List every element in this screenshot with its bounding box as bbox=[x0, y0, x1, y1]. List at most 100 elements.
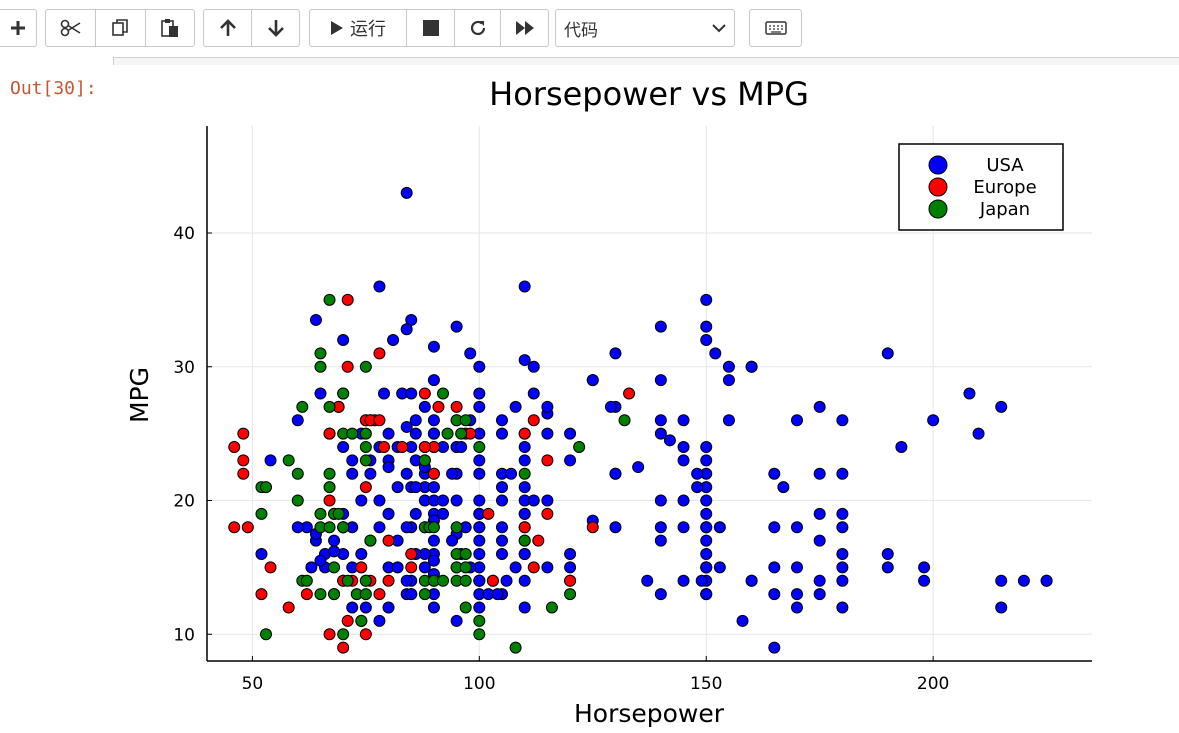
stop-button[interactable] bbox=[407, 10, 455, 46]
move-up-button[interactable] bbox=[204, 10, 252, 46]
europe-point bbox=[323, 494, 336, 507]
usa-point bbox=[491, 588, 504, 601]
usa-point bbox=[518, 481, 531, 494]
usa-point bbox=[609, 467, 622, 480]
japan-point bbox=[459, 548, 472, 560]
japan-point bbox=[355, 614, 368, 627]
usa-point bbox=[836, 414, 849, 427]
legend-box bbox=[898, 143, 1064, 231]
usa-point bbox=[446, 534, 459, 547]
usa-point bbox=[305, 561, 318, 574]
usa-point bbox=[895, 441, 908, 453]
usa-point bbox=[427, 534, 440, 547]
japan-point bbox=[473, 614, 486, 627]
europe-point bbox=[228, 521, 241, 534]
notebook-toolbar: 运行 代码 bbox=[0, 0, 1179, 60]
japan-point bbox=[441, 427, 454, 440]
japan-point bbox=[314, 507, 327, 520]
usa-point bbox=[654, 320, 667, 333]
usa-point bbox=[427, 554, 440, 567]
europe-point bbox=[323, 427, 336, 440]
europe-point bbox=[237, 467, 250, 480]
usa-point bbox=[813, 588, 826, 601]
usa-point bbox=[400, 186, 413, 199]
usa-point bbox=[663, 434, 676, 447]
usa-point bbox=[400, 323, 413, 336]
usa-point bbox=[355, 494, 368, 507]
usa-point bbox=[791, 561, 803, 574]
japan-point bbox=[473, 628, 486, 641]
europe-point bbox=[518, 521, 531, 534]
usa-point bbox=[473, 534, 486, 547]
japan-point bbox=[509, 641, 522, 654]
usa-point bbox=[473, 548, 486, 560]
paste-button[interactable] bbox=[146, 10, 194, 46]
europe-point bbox=[527, 414, 540, 427]
add-cell-button[interactable] bbox=[0, 10, 36, 46]
japan-point bbox=[359, 574, 372, 587]
stop-icon bbox=[422, 20, 439, 36]
usa-point bbox=[700, 334, 713, 346]
europe-point bbox=[382, 534, 395, 547]
usa-point bbox=[400, 521, 413, 534]
usa-point bbox=[791, 521, 803, 534]
usa-point bbox=[927, 414, 940, 427]
usa-point bbox=[677, 521, 690, 534]
usa-point bbox=[427, 374, 440, 387]
usa-point bbox=[972, 427, 985, 440]
restart-button[interactable] bbox=[455, 10, 501, 46]
japan-point bbox=[618, 414, 631, 427]
legend-label-europe: Europe bbox=[973, 177, 1036, 198]
usa-point bbox=[1040, 574, 1053, 587]
usa-point bbox=[500, 574, 513, 587]
y-tick-label: 30 bbox=[173, 358, 195, 378]
usa-point bbox=[346, 601, 359, 614]
europe-point bbox=[373, 414, 386, 427]
europe-point bbox=[405, 548, 418, 560]
usa-point bbox=[564, 427, 577, 440]
japan-point bbox=[323, 481, 336, 494]
axes: 50 100 150 200 10 20 30 40 bbox=[173, 126, 1092, 694]
move-down-button[interactable] bbox=[252, 10, 299, 46]
japan-point bbox=[323, 400, 336, 413]
run-group: 运行 bbox=[309, 9, 549, 47]
run-all-button[interactable] bbox=[501, 10, 548, 46]
cell-type-select[interactable]: 代码 bbox=[555, 9, 735, 47]
usa-point bbox=[373, 280, 386, 293]
usa-point bbox=[713, 521, 726, 534]
usa-point bbox=[518, 574, 531, 587]
usa-point bbox=[427, 414, 440, 427]
europe-point bbox=[486, 574, 499, 587]
usa-point bbox=[437, 507, 449, 520]
copy-button[interactable] bbox=[96, 10, 146, 46]
japan-point bbox=[573, 441, 586, 453]
cut-button[interactable] bbox=[46, 10, 96, 46]
usa-point bbox=[391, 561, 404, 574]
usa-point bbox=[700, 588, 713, 601]
europe-point bbox=[341, 293, 354, 306]
usa-point bbox=[405, 387, 418, 400]
arrow-up-icon bbox=[219, 19, 236, 36]
usa-point bbox=[314, 387, 327, 400]
usa-point bbox=[346, 467, 359, 480]
japan-point bbox=[459, 574, 472, 587]
usa-point bbox=[527, 494, 540, 507]
usa-point bbox=[836, 574, 849, 587]
europe-point bbox=[405, 561, 418, 574]
keyboard-shortcuts-button[interactable] bbox=[750, 10, 801, 46]
usa-point bbox=[995, 400, 1008, 413]
usa-point bbox=[654, 374, 667, 387]
usa-point bbox=[409, 507, 422, 520]
japan-point bbox=[545, 601, 558, 614]
keyboard-icon bbox=[764, 21, 787, 35]
usa-point bbox=[527, 387, 540, 400]
usa-point bbox=[473, 574, 486, 587]
japan-point bbox=[346, 427, 359, 440]
usa-point bbox=[418, 400, 431, 413]
usa-point bbox=[527, 360, 540, 373]
usa-point bbox=[373, 494, 386, 507]
run-button[interactable]: 运行 bbox=[310, 10, 407, 46]
legend-label-usa: USA bbox=[986, 155, 1024, 176]
japan-point bbox=[337, 521, 350, 534]
